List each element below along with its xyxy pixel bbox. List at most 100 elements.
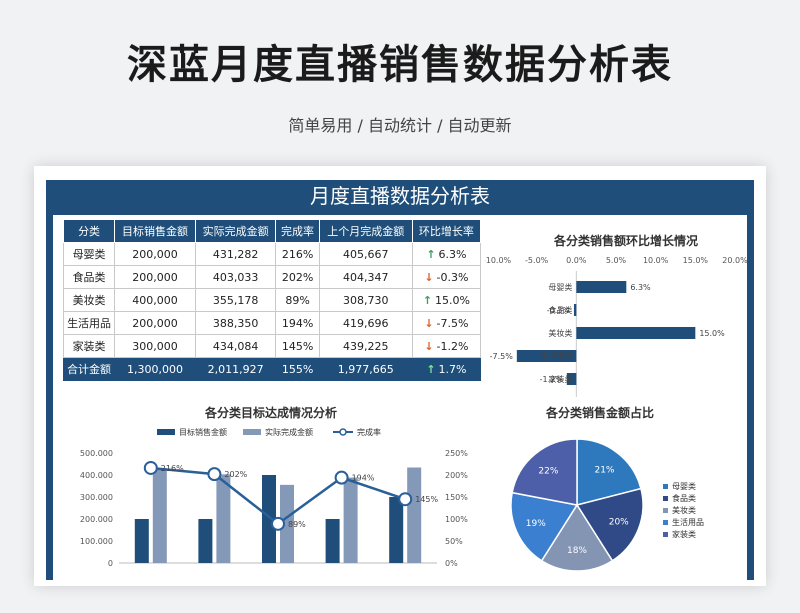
table-row: 家装类 300,000 434,084 145% 439,225 ↓ -1.2%: [62, 334, 482, 358]
cell-cat: 合计金额: [62, 357, 116, 381]
rate-point: [207, 467, 222, 482]
bar-target-美妆类: [262, 475, 276, 563]
cell-last: 308,730: [318, 288, 413, 312]
table-row: 生活用品 200,000 388,350 194% 419,696 ↓ -7.5%: [62, 311, 482, 335]
legend-swatch: [663, 508, 668, 513]
cell-rate: 202%: [275, 265, 320, 289]
legend-swatch-actual: [243, 429, 261, 435]
cell-actual: 434,084: [194, 334, 277, 358]
data-label: -0.3%: [547, 306, 571, 315]
chart-title: 各分类销售额环比增长情况: [553, 233, 698, 248]
slice-label: 22%: [538, 466, 558, 476]
legend-label: 母婴类: [672, 481, 696, 491]
cell-cat: 食品类: [62, 265, 116, 289]
cell-actual: 431,282: [194, 242, 277, 266]
arrow-down-icon: ↓: [424, 316, 434, 330]
chart-title: 各分类销售金额占比: [545, 405, 654, 420]
dashboard-title: 月度直播数据分析表: [310, 184, 490, 208]
category-label: 美妆类: [548, 328, 572, 338]
pie-slice-食品类: [575, 487, 644, 562]
table-body: 母婴类 200,000 431,282 216% 405,667 ↑ 6.3% 食品类 200,…: [62, 242, 482, 381]
legend-label: 实际完成金额: [265, 427, 313, 437]
cell-last: 1,977,665: [318, 357, 413, 381]
cell-last: 404,347: [318, 265, 413, 289]
col-header: 分类: [62, 219, 116, 243]
y-tick-label: 500.000: [80, 449, 113, 458]
category-label: 母婴类: [548, 282, 572, 292]
cell-rate: 194%: [275, 311, 320, 335]
cell-actual: 388,350: [194, 311, 277, 335]
cell-mom: ↓ -1.2%: [411, 334, 482, 358]
legend-label: 食品类: [672, 493, 696, 503]
y2-tick-label: 50%: [445, 537, 463, 546]
y-tick-label: 300.000: [80, 493, 113, 502]
mom-value: -1.2%: [436, 339, 469, 353]
legend-label: 生活用品: [672, 517, 704, 527]
pie-slice-家装类: [511, 438, 578, 506]
data-label: -7.5%: [490, 352, 514, 361]
arrow-up-icon: ↑: [426, 362, 436, 376]
mom-value: -7.5%: [436, 316, 469, 330]
mom-value: -0.3%: [436, 270, 469, 284]
legend-swatch-target: [157, 429, 175, 435]
cell-mom: ↑ 15.0%: [411, 288, 482, 312]
table-row: 美妆类 400,000 355,178 89% 308,730 ↑ 15.0%: [62, 288, 482, 312]
legend-label: 目标销售金额: [179, 427, 227, 437]
bar-家装类: [566, 373, 577, 385]
mom-value: 6.3%: [438, 247, 467, 261]
data-label: -1.2%: [540, 375, 564, 384]
cell-actual: 403,033: [194, 265, 277, 289]
cell-target: 1,300,000: [114, 357, 196, 381]
cell-cat: 生活用品: [62, 311, 116, 335]
cell-rate: 155%: [275, 357, 320, 381]
rate-label: 145%: [415, 495, 438, 504]
legend-marker-rate: [339, 428, 347, 436]
slice-label: 21%: [594, 466, 614, 476]
cell-rate: 89%: [275, 288, 320, 312]
x-tick-label: 10.0%: [643, 256, 669, 265]
cell-cat: 母婴类: [62, 242, 116, 266]
pie-slice-美妆类: [540, 503, 614, 572]
y2-tick-label: 250%: [445, 449, 468, 458]
cell-target: 300,000: [114, 334, 196, 358]
dashboard-frame: 月度直播数据分析表 分类 目标销售金额 实际完成金额 完成率 上个月完成金额 环…: [46, 180, 754, 580]
table-total-row: 合计金额 1,300,000 2,011,927 155% 1,977,665 ↑ 1.7%: [62, 357, 482, 381]
legend-swatch: [663, 520, 668, 525]
table-row: 食品类 200,000 403,033 202% 404,347 ↓ -0.3%: [62, 265, 482, 289]
cell-target: 200,000: [114, 265, 196, 289]
bar-target-母婴类: [134, 519, 149, 563]
cell-last: 405,667: [318, 242, 413, 266]
category-label: 家装类: [548, 374, 572, 384]
col-header: 上个月完成金额: [318, 219, 413, 243]
cell-mom: ↓ -0.3%: [411, 265, 482, 289]
y-tick-label: 0: [108, 559, 113, 568]
dashboard-body: 分类 目标销售金额 实际完成金额 完成率 上个月完成金额 环比增长率 母婴类 20…: [53, 215, 747, 580]
bar-美妆类: [576, 327, 696, 339]
rate-label: 202%: [224, 470, 247, 479]
cell-target: 400,000: [114, 288, 196, 312]
cell-target: 200,000: [114, 311, 196, 335]
legend-swatch: [663, 496, 668, 501]
legend-label: 完成率: [357, 427, 381, 437]
bar-actual-母婴类: [152, 468, 167, 563]
cell-mom: ↑ 1.7%: [411, 357, 482, 381]
x-tick-label: -5.0%: [525, 256, 549, 265]
arrow-up-icon: ↑: [426, 247, 436, 261]
legend-label: 家装类: [672, 529, 696, 539]
col-header: 目标销售金额: [114, 219, 196, 243]
sales-table: 分类 目标销售金额 实际完成金额 完成率 上个月完成金额 环比增长率 母婴类 20…: [62, 219, 482, 381]
cell-last: 439,225: [318, 334, 413, 358]
x-tick-label: 20.0%: [722, 256, 747, 265]
page-title: 深蓝月度直播销售数据分析表: [127, 42, 673, 88]
col-header: 实际完成金额: [194, 219, 277, 243]
col-header: 环比增长率: [411, 219, 482, 243]
slice-label: 20%: [609, 518, 629, 528]
cell-rate: 145%: [275, 334, 320, 358]
mom-value: 1.7%: [438, 362, 467, 376]
cell-cat: 美妆类: [62, 288, 116, 312]
arrow-down-icon: ↓: [424, 270, 434, 284]
cell-actual: 2,011,927: [194, 357, 277, 381]
rate-point: [334, 470, 349, 485]
data-label: 15.0%: [699, 329, 725, 338]
